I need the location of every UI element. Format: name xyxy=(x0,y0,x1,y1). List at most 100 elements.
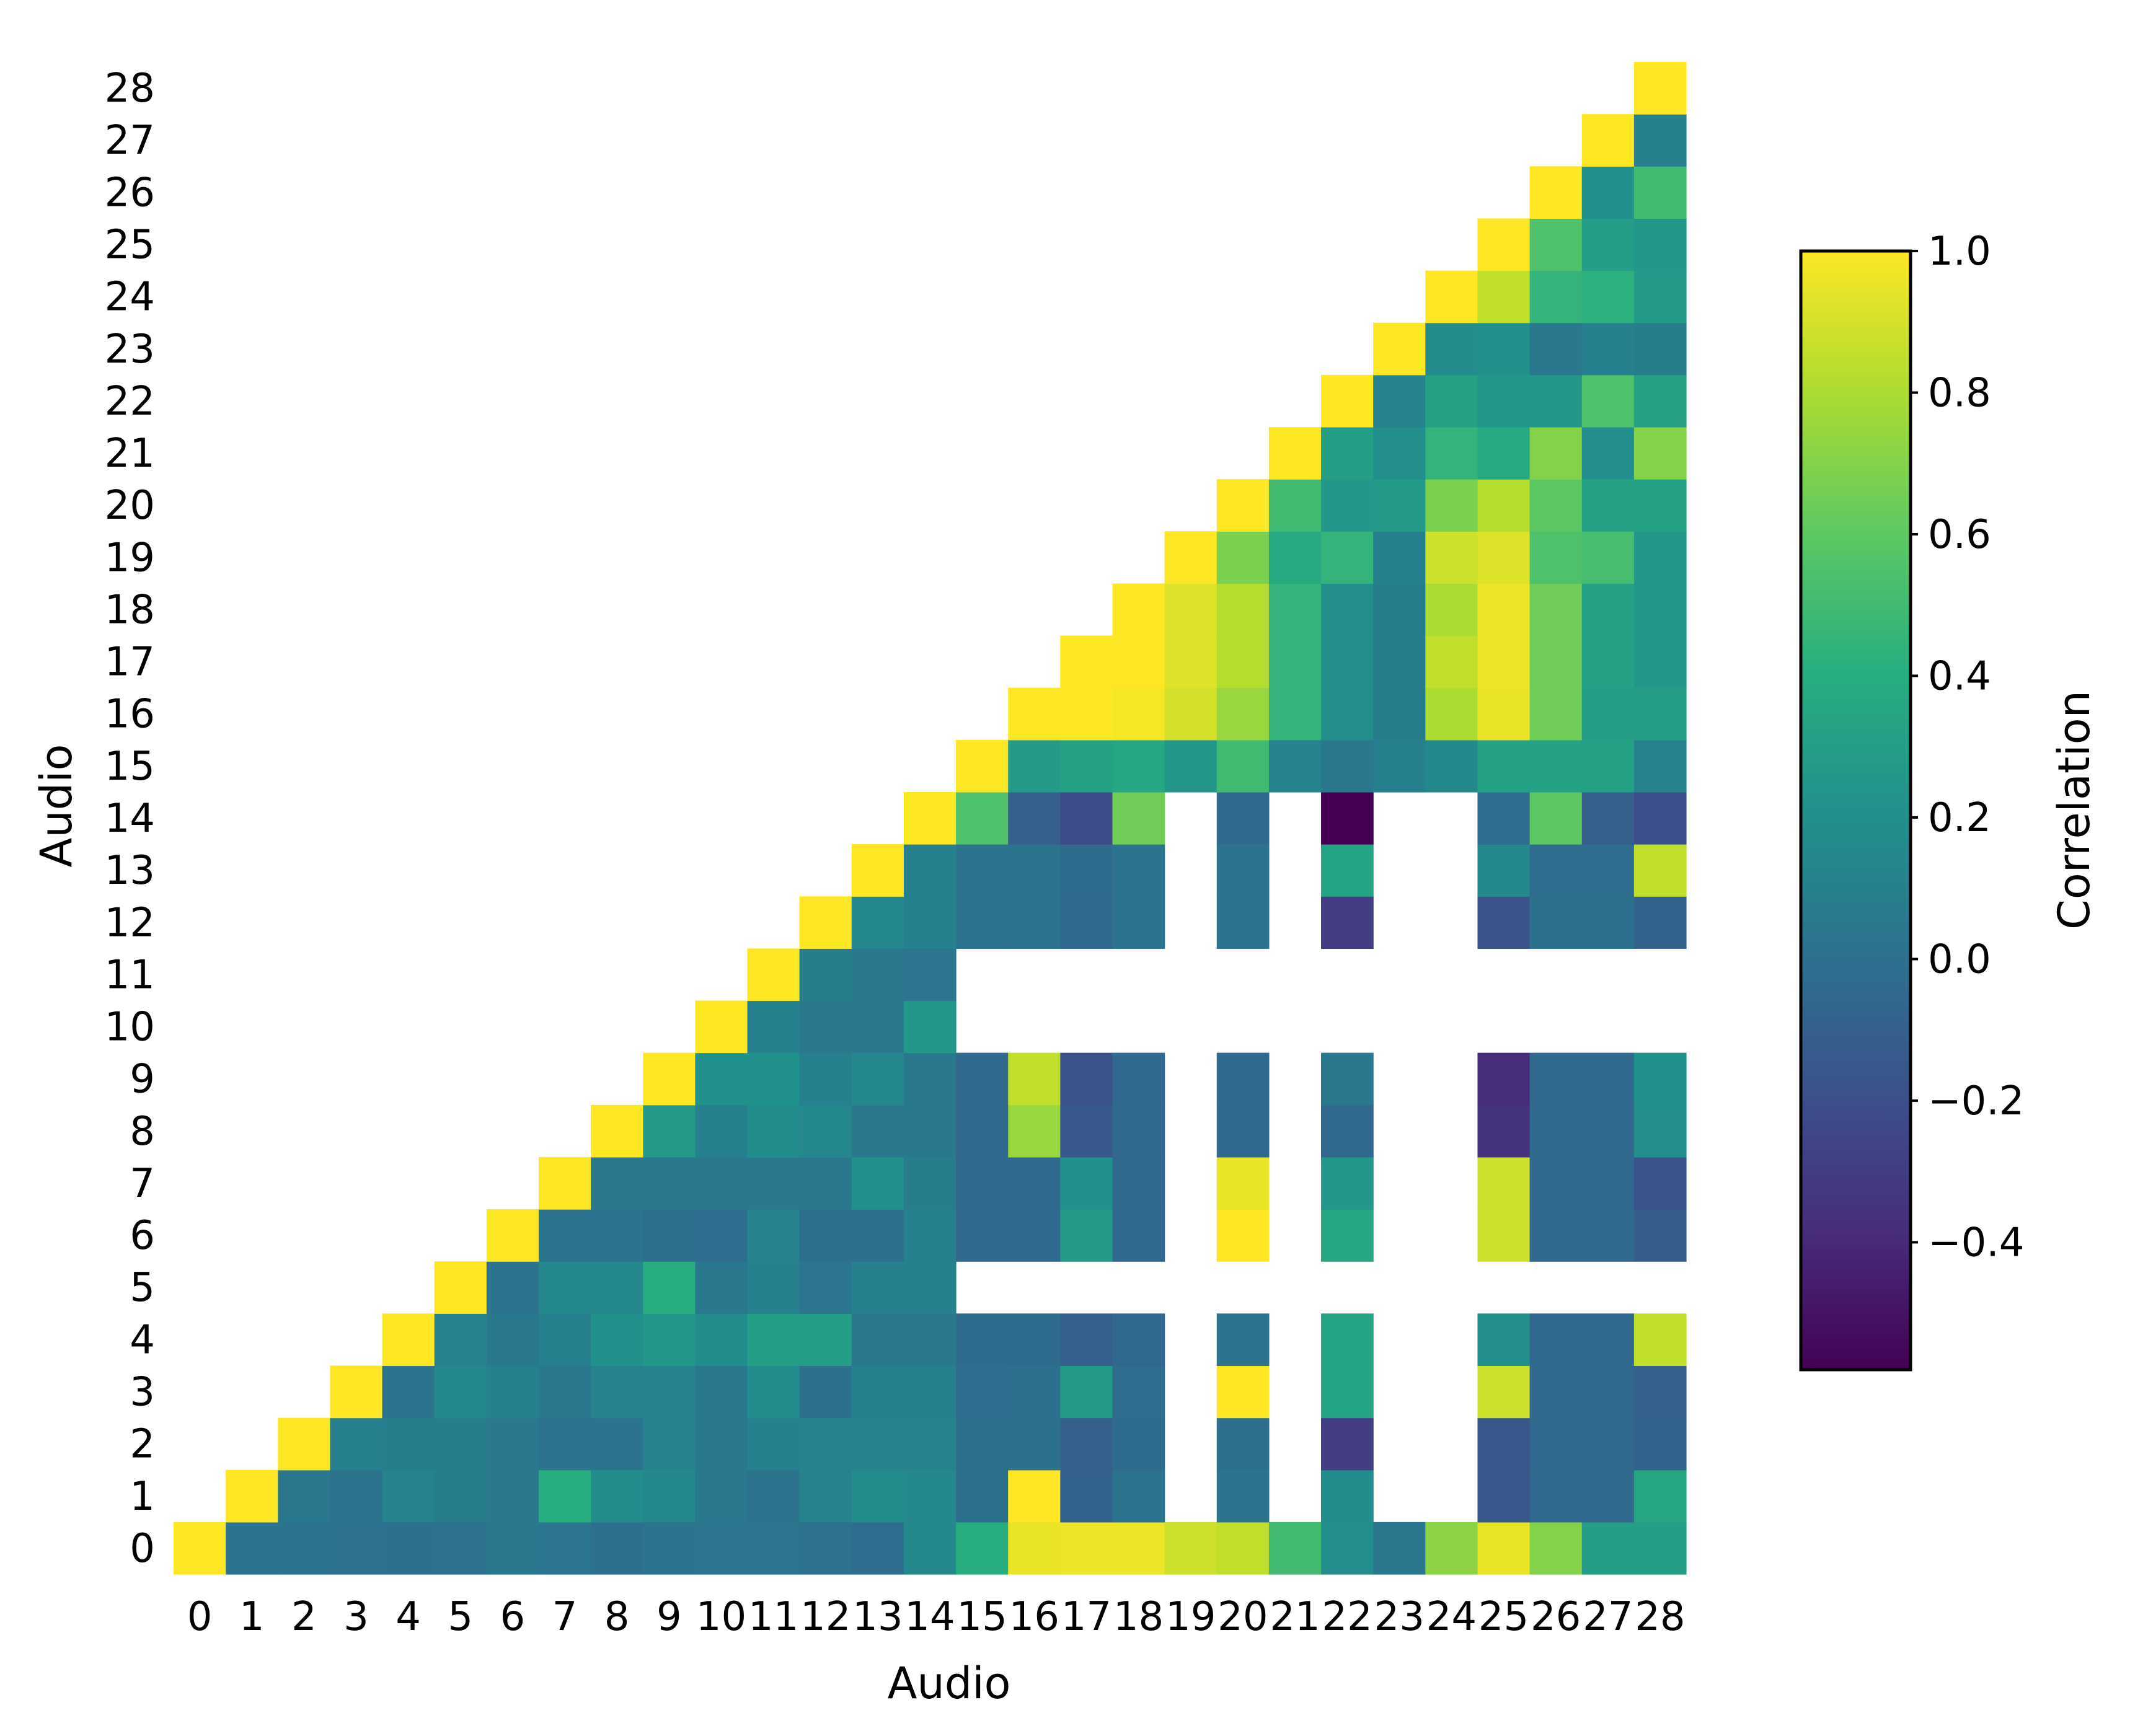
heatmap-cell-7-10 xyxy=(695,1157,748,1210)
heatmap-cell-6-20 xyxy=(1216,1209,1270,1262)
heatmap-cell-6-11 xyxy=(747,1209,800,1262)
heatmap-cell-3-8 xyxy=(591,1365,643,1419)
y-tick-label: 2 xyxy=(130,1422,155,1468)
heatmap-cell-3-17 xyxy=(1060,1365,1113,1419)
heatmap-cell-2-11 xyxy=(747,1417,800,1471)
heatmap-cell-7-26 xyxy=(1529,1157,1583,1210)
heatmap-cell-23-27 xyxy=(1581,322,1635,376)
heatmap-cell-17-25 xyxy=(1477,635,1531,689)
heatmap-cell-4-15 xyxy=(956,1313,1009,1367)
heatmap-cell-0-26 xyxy=(1529,1522,1583,1575)
x-tick-label: 23 xyxy=(1374,1594,1425,1640)
x-tick-label: 28 xyxy=(1635,1594,1685,1640)
heatmap-cell-3-20 xyxy=(1216,1365,1270,1419)
heatmap-cell-24-26 xyxy=(1529,270,1583,324)
heatmap-cell-2-15 xyxy=(956,1417,1009,1471)
heatmap-cell-6-18 xyxy=(1112,1209,1165,1262)
heatmap-cell-4-9 xyxy=(643,1313,696,1367)
x-tick-label: 17 xyxy=(1061,1594,1111,1640)
heatmap-cell-10-12 xyxy=(799,1000,852,1054)
heatmap-cell-12-17 xyxy=(1060,896,1113,949)
heatmap-cell-12-12 xyxy=(799,896,852,949)
heatmap-cell-6-25 xyxy=(1477,1209,1531,1262)
heatmap-cell-3-15 xyxy=(956,1365,1009,1419)
heatmap-cell-19-19 xyxy=(1164,531,1217,584)
y-tick-label: 8 xyxy=(130,1109,155,1155)
x-tick-label: 0 xyxy=(187,1594,213,1640)
y-tick-label: 19 xyxy=(105,535,155,581)
heatmap-cell-17-21 xyxy=(1268,635,1322,689)
colorbar-tick-label: −0.2 xyxy=(1928,1078,2024,1124)
heatmap-cell-7-17 xyxy=(1060,1157,1113,1210)
heatmap-cell-1-5 xyxy=(434,1469,487,1523)
x-tick-label: 26 xyxy=(1531,1594,1581,1640)
heatmap-cell-17-23 xyxy=(1373,635,1426,689)
heatmap-cell-20-24 xyxy=(1425,479,1478,532)
heatmap-cell-10-13 xyxy=(851,1000,904,1054)
x-tick-labels: 0 1 2 3 4 5 6 7 8 9 10 11 12 13 14 15 16 17 18 19 20 21 22 23 24… xyxy=(187,1594,1686,1640)
heatmap-cell-18-26 xyxy=(1529,583,1583,637)
heatmap-cell-9-12 xyxy=(799,1052,852,1106)
heatmap-cell-8-13 xyxy=(851,1104,904,1158)
heatmap-cell-0-0 xyxy=(174,1522,226,1575)
y-tick-label: 4 xyxy=(130,1317,155,1363)
heatmap-cell-7-15 xyxy=(956,1157,1009,1210)
heatmap-cell-23-26 xyxy=(1529,322,1583,376)
heatmap-cell-19-23 xyxy=(1373,531,1426,584)
heatmap-cell-9-22 xyxy=(1321,1052,1374,1106)
x-tick-label: 8 xyxy=(604,1594,630,1640)
heatmap-cell-6-10 xyxy=(695,1209,748,1262)
heatmap-cell-17-17 xyxy=(1060,635,1113,689)
heatmap-cell-3-18 xyxy=(1112,1365,1165,1419)
heatmap-cell-14-17 xyxy=(1060,791,1113,845)
heatmap-cell-16-25 xyxy=(1477,687,1531,741)
x-tick-label: 11 xyxy=(748,1594,798,1640)
heatmap-cell-6-17 xyxy=(1060,1209,1113,1262)
heatmap-cell-19-27 xyxy=(1581,531,1635,584)
heatmap-cell-18-25 xyxy=(1477,583,1531,637)
heatmap-cell-6-27 xyxy=(1581,1209,1635,1262)
heatmap-cell-18-19 xyxy=(1164,583,1217,637)
heatmap-cell-2-22 xyxy=(1321,1417,1374,1471)
heatmap-cell-1-26 xyxy=(1529,1469,1583,1523)
heatmap-cell-0-14 xyxy=(903,1522,957,1575)
x-tick-label: 4 xyxy=(396,1594,421,1640)
heatmap-cell-4-14 xyxy=(903,1313,957,1367)
heatmap-cell-2-25 xyxy=(1477,1417,1531,1471)
heatmap-cell-0-22 xyxy=(1321,1522,1374,1575)
heatmap-cell-15-17 xyxy=(1060,739,1113,793)
heatmap-cell-16-24 xyxy=(1425,687,1478,741)
heatmap-cell-7-20 xyxy=(1216,1157,1270,1210)
heatmap-cell-11-13 xyxy=(851,948,904,1002)
heatmap-cell-3-14 xyxy=(903,1365,957,1419)
heatmap-cell-1-8 xyxy=(591,1469,643,1523)
heatmap-cell-21-21 xyxy=(1268,426,1322,480)
heatmap-cell-9-25 xyxy=(1477,1052,1531,1106)
heatmap-cell-8-12 xyxy=(799,1104,852,1158)
y-tick-label: 7 xyxy=(130,1161,155,1207)
heatmap-cell-16-18 xyxy=(1112,687,1165,741)
heatmap-cell-1-20 xyxy=(1216,1469,1270,1523)
heatmap-cell-8-16 xyxy=(1008,1104,1061,1158)
colorbar-gradient xyxy=(1799,249,1912,1372)
heatmap-cell-8-27 xyxy=(1581,1104,1635,1158)
heatmap-cell-28-28 xyxy=(1633,62,1687,115)
heatmap-cell-0-4 xyxy=(382,1522,435,1575)
heatmap-cell-13-20 xyxy=(1216,844,1270,897)
heatmap-cell-3-3 xyxy=(330,1365,383,1419)
y-tick-label: 26 xyxy=(105,170,155,216)
heatmap-cell-9-20 xyxy=(1216,1052,1270,1106)
heatmap-cell-0-20 xyxy=(1216,1522,1270,1575)
heatmap-cell-6-14 xyxy=(903,1209,957,1262)
heatmap-cell-0-7 xyxy=(538,1522,591,1575)
heatmap-cell-9-18 xyxy=(1112,1052,1165,1106)
heatmap-cell-12-28 xyxy=(1633,896,1687,949)
heatmap-cell-7-27 xyxy=(1581,1157,1635,1210)
heatmap-cell-15-19 xyxy=(1164,739,1217,793)
heatmap-cell-25-27 xyxy=(1581,218,1635,271)
heatmap-cell-17-26 xyxy=(1529,635,1583,689)
heatmap-cell-0-3 xyxy=(330,1522,383,1575)
heatmap-cell-8-14 xyxy=(903,1104,957,1158)
y-tick-label: 10 xyxy=(105,1005,155,1051)
